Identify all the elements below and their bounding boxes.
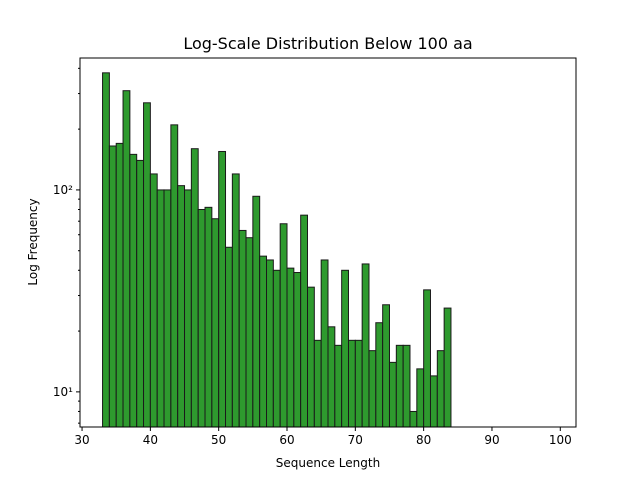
x-tick-label: 50: [211, 433, 226, 447]
histogram-bar: [231, 173, 240, 428]
histogram-bar: [341, 269, 349, 428]
chart-title: Log-Scale Distribution Below 100 aa: [183, 34, 472, 53]
histogram-bar: [184, 189, 192, 428]
bars-group: [102, 72, 452, 428]
histogram-bar: [293, 272, 302, 428]
histogram-bar: [327, 326, 336, 428]
x-tick-label: 80: [416, 433, 431, 447]
histogram-bar: [177, 185, 186, 428]
histogram-bar: [409, 410, 418, 428]
histogram-bar: [361, 263, 370, 428]
histogram-bar: [190, 148, 199, 428]
histogram-bar: [375, 322, 384, 428]
histogram-bar: [429, 375, 438, 428]
histogram-bar: [348, 339, 356, 428]
histogram-bar: [108, 145, 117, 428]
histogram-bar: [354, 339, 363, 428]
histogram-bar: [102, 72, 110, 428]
y-axis: 10¹ 10²: [53, 67, 80, 424]
histogram-bar: [211, 218, 220, 428]
histogram-bar: [443, 307, 452, 428]
histogram-bar: [388, 361, 397, 428]
y-tick-label: 10¹: [53, 385, 73, 399]
histogram-bar: [149, 173, 158, 428]
histogram-bar: [279, 223, 288, 428]
x-tick-label: 40: [143, 433, 158, 447]
histogram-bar: [225, 246, 233, 428]
histogram-bar: [170, 124, 179, 428]
histogram-bar: [245, 237, 254, 428]
histogram-bar: [320, 259, 329, 428]
histogram-bar: [143, 102, 151, 428]
histogram-bar: [313, 339, 322, 428]
histogram-bar: [259, 255, 268, 428]
x-tick-label: 100: [549, 433, 572, 447]
histogram-bar: [136, 159, 145, 428]
histogram-bar: [416, 368, 425, 428]
x-tick-label: 60: [279, 433, 294, 447]
x-axis: 30 40 50 60 70 80 90 100: [74, 427, 572, 447]
x-tick-label: 70: [348, 433, 363, 447]
histogram-bar: [395, 344, 404, 428]
histogram-bar: [272, 269, 281, 428]
y-tick-label: 10²: [53, 183, 73, 197]
histogram-bar: [122, 90, 131, 428]
histogram-bar: [238, 229, 247, 428]
histogram-bar: [197, 208, 206, 428]
histogram-bar: [156, 189, 165, 428]
histogram-bar: [334, 344, 343, 428]
histogram-bar: [163, 189, 172, 428]
histogram-bar: [252, 195, 261, 428]
plot-frame: [79, 57, 577, 428]
histogram-bar: [368, 350, 377, 428]
x-tick-label: 30: [74, 433, 89, 447]
histogram-bar: [204, 206, 213, 428]
x-axis-label: Sequence Length: [276, 456, 380, 470]
histogram-bar: [436, 350, 445, 428]
histogram-bar: [266, 259, 274, 428]
histogram-bar: [300, 214, 309, 428]
x-tick-label: 90: [484, 433, 499, 447]
histogram-bar: [382, 304, 390, 428]
histogram-bar: [423, 289, 431, 428]
histogram-bar: [402, 344, 411, 428]
histogram-bar: [307, 286, 315, 428]
histogram-bar: [115, 142, 124, 428]
histogram-bar: [129, 153, 138, 428]
histogram-bar: [286, 267, 295, 428]
histogram-bar: [218, 150, 227, 428]
y-axis-label: Log Frequency: [26, 198, 40, 285]
